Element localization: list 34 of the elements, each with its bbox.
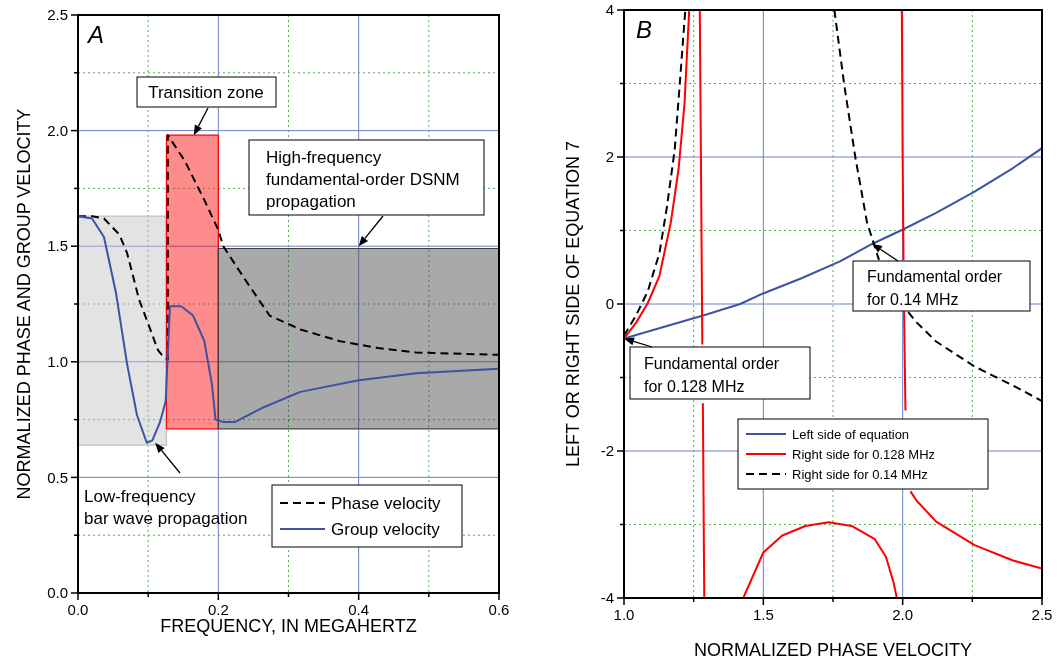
legend-label: Phase velocity bbox=[331, 493, 442, 513]
annotation: Fundamental order for 0.14 MHz bbox=[867, 268, 1003, 308]
annotation: Fundamental order for 0.128 MHz bbox=[644, 355, 780, 395]
legend-label: Right side for 0.14 MHz bbox=[792, 466, 928, 482]
legend-label: Right side for 0.128 MHz bbox=[792, 446, 936, 462]
chart-title: B bbox=[636, 16, 653, 43]
y-tick-label: 4 bbox=[605, 1, 614, 19]
y-tick-label: 0.0 bbox=[47, 584, 68, 602]
legend-label: Left side of equation bbox=[792, 426, 910, 442]
y-tick-label: 0 bbox=[605, 295, 614, 313]
x-tick-label: 0.6 bbox=[488, 601, 510, 618]
x-tick-label: 1.5 bbox=[752, 606, 774, 623]
y-tick-label: 2 bbox=[605, 148, 614, 166]
y-tick-label: -4 bbox=[600, 589, 614, 607]
y-tick-label: 1.5 bbox=[47, 237, 68, 255]
x-tick-label: 0.4 bbox=[348, 601, 370, 618]
y-tick-label: 0.5 bbox=[47, 468, 68, 486]
x-tick-label: 2.5 bbox=[1031, 606, 1053, 623]
y-axis-title: LEFT OR RIGHT SIDE OF EQUATION 7 bbox=[563, 140, 584, 468]
y-tick-label: 2.5 bbox=[47, 6, 68, 24]
y-tick-label: -2 bbox=[600, 442, 614, 460]
legend-label: Group velocity bbox=[331, 519, 441, 539]
x-tick-label: 0.2 bbox=[207, 601, 229, 618]
x-axis-title: FREQUENCY, IN MEGAHERTZ bbox=[160, 616, 417, 636]
x-tick-label: 0.0 bbox=[67, 601, 89, 618]
y-tick-label: 1.0 bbox=[47, 353, 68, 371]
annotation: Transition zone bbox=[148, 83, 264, 102]
x-axis-title: NORMALIZED PHASE VELOCITY bbox=[693, 640, 973, 660]
annotation: Low-frequency bar wave propagation bbox=[84, 487, 248, 528]
annotation: High-frequency fundamental-order DSNM propagation bbox=[266, 148, 460, 211]
x-tick-label: 2.0 bbox=[892, 606, 914, 623]
chart-title: A bbox=[86, 21, 105, 48]
y-axis-title: NORMALIZED PHASE AND GROUP VELOCITY bbox=[14, 108, 35, 500]
y-tick-label: 2.0 bbox=[47, 121, 68, 139]
